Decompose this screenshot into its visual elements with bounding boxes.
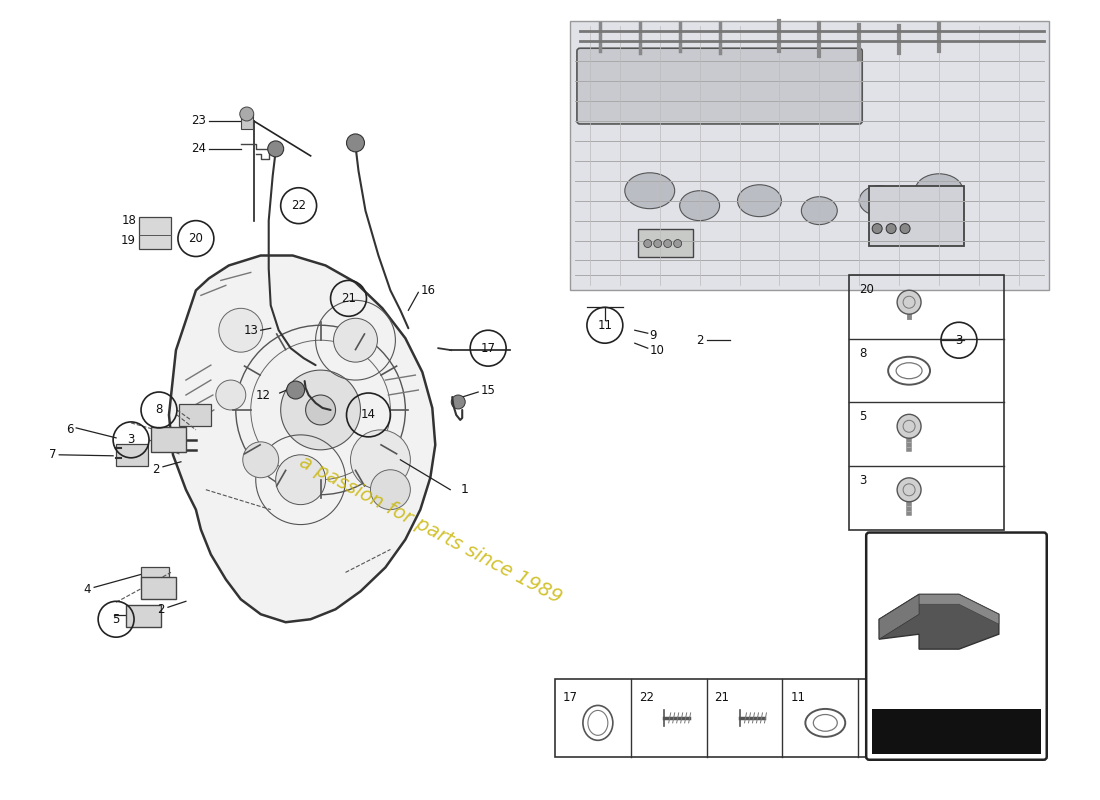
Circle shape — [872, 224, 882, 234]
Text: 21: 21 — [341, 292, 356, 305]
FancyBboxPatch shape — [866, 533, 1047, 760]
Polygon shape — [879, 594, 999, 649]
Circle shape — [673, 239, 682, 247]
FancyBboxPatch shape — [139, 217, 170, 249]
Text: 4: 4 — [84, 583, 91, 596]
Circle shape — [346, 134, 364, 152]
Text: 15: 15 — [481, 383, 495, 397]
Ellipse shape — [680, 190, 719, 221]
Circle shape — [216, 380, 245, 410]
Text: 6: 6 — [66, 423, 74, 436]
Text: 10: 10 — [650, 344, 664, 357]
Ellipse shape — [915, 174, 962, 208]
Ellipse shape — [737, 185, 781, 217]
Circle shape — [280, 370, 361, 450]
Text: 14: 14 — [361, 409, 376, 422]
Ellipse shape — [859, 186, 899, 216]
Circle shape — [243, 442, 278, 478]
Circle shape — [663, 239, 672, 247]
Text: 2: 2 — [157, 602, 165, 616]
Circle shape — [306, 395, 336, 425]
Text: 9: 9 — [650, 329, 657, 342]
Circle shape — [887, 224, 896, 234]
Circle shape — [653, 239, 662, 247]
Text: 3: 3 — [955, 334, 962, 346]
Circle shape — [219, 308, 263, 352]
Polygon shape — [879, 594, 999, 630]
Circle shape — [644, 239, 651, 247]
Text: 19: 19 — [121, 234, 136, 247]
FancyBboxPatch shape — [179, 404, 211, 426]
Text: 16: 16 — [420, 284, 436, 297]
Circle shape — [276, 455, 326, 505]
Text: 2: 2 — [152, 463, 160, 476]
Circle shape — [900, 224, 910, 234]
Text: 20: 20 — [859, 283, 874, 297]
Polygon shape — [879, 594, 920, 639]
FancyBboxPatch shape — [151, 427, 186, 452]
FancyBboxPatch shape — [638, 229, 693, 257]
Text: 3: 3 — [128, 434, 134, 446]
Circle shape — [898, 290, 921, 314]
Text: 24: 24 — [191, 142, 206, 155]
Text: 21: 21 — [715, 691, 729, 704]
FancyBboxPatch shape — [141, 578, 176, 599]
Ellipse shape — [802, 197, 837, 225]
Text: 22: 22 — [292, 199, 306, 212]
Text: 11: 11 — [791, 691, 805, 704]
Text: 17: 17 — [563, 691, 578, 704]
Circle shape — [371, 470, 410, 510]
Circle shape — [898, 478, 921, 502]
FancyBboxPatch shape — [869, 186, 964, 246]
Text: a passion for parts since 1989: a passion for parts since 1989 — [296, 452, 564, 607]
Text: 300 02: 300 02 — [920, 722, 993, 740]
Circle shape — [267, 141, 284, 157]
Text: 13: 13 — [244, 324, 258, 337]
Circle shape — [351, 430, 410, 490]
Text: 1: 1 — [460, 483, 469, 496]
FancyBboxPatch shape — [117, 444, 148, 466]
Circle shape — [287, 381, 305, 399]
Text: 8: 8 — [859, 347, 867, 360]
Text: 12: 12 — [255, 389, 271, 402]
Circle shape — [333, 318, 377, 362]
FancyBboxPatch shape — [141, 567, 169, 587]
FancyBboxPatch shape — [241, 114, 253, 129]
Text: 7: 7 — [48, 448, 56, 462]
Circle shape — [898, 414, 921, 438]
Text: 17: 17 — [481, 342, 496, 354]
Circle shape — [451, 395, 465, 409]
Text: 20: 20 — [188, 232, 204, 245]
FancyBboxPatch shape — [872, 709, 1041, 754]
Circle shape — [240, 107, 254, 121]
Text: 23: 23 — [191, 114, 206, 127]
FancyBboxPatch shape — [570, 22, 1048, 290]
FancyBboxPatch shape — [126, 606, 161, 627]
Text: 8: 8 — [155, 403, 163, 417]
Polygon shape — [169, 255, 436, 622]
Text: 22: 22 — [639, 691, 653, 704]
Ellipse shape — [625, 173, 674, 209]
Text: 14: 14 — [866, 691, 881, 704]
Text: 2: 2 — [696, 334, 703, 346]
Text: 3: 3 — [859, 474, 867, 487]
FancyBboxPatch shape — [576, 48, 862, 124]
Text: 18: 18 — [121, 214, 136, 227]
Text: 5: 5 — [112, 613, 120, 626]
Text: 11: 11 — [597, 318, 613, 332]
Text: 5: 5 — [859, 410, 867, 423]
